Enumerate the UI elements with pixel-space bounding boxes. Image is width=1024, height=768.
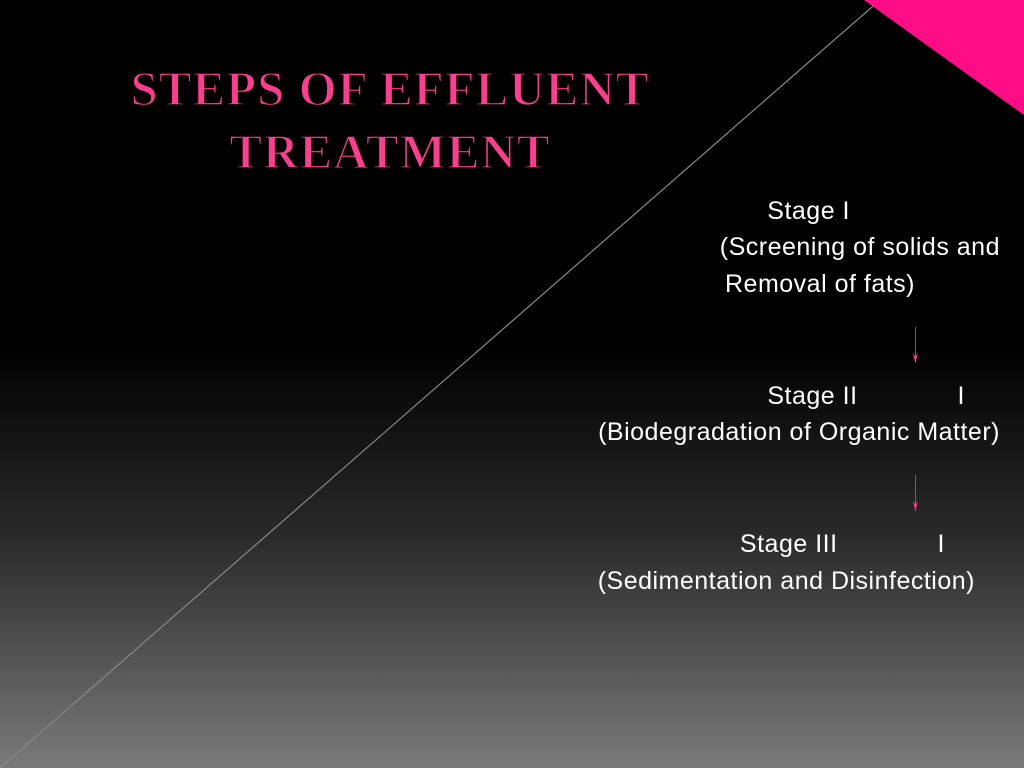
stage-2-marker: I <box>958 378 1000 414</box>
title-line-1: STEPS OF EFFLUENT <box>80 58 700 121</box>
stage-1: Stage I (Screening of solids and Removal… <box>530 193 1000 302</box>
slide-title: STEPS OF EFFLUENT TREATMENT <box>80 58 700 183</box>
down-arrow-icon: ↓ <box>812 311 1000 373</box>
stage-1-label: Stage I <box>530 193 1000 229</box>
stages-flow: Stage I (Screening of solids and Removal… <box>530 193 1000 605</box>
stage-1-desc-line2: Removal of fats) <box>530 266 1000 302</box>
stage-3-marker: I <box>938 526 1000 562</box>
stage-3: Stage III I (Sedimentation and Disinfect… <box>530 526 1000 599</box>
stage-3-desc: (Sedimentation and Disinfection) <box>530 563 1000 599</box>
stage-2: Stage II I (Biodegradation of Organic Ma… <box>530 378 1000 451</box>
corner-triangle-accent <box>864 0 1024 115</box>
stage-1-desc-line1: (Screening of solids and <box>530 229 1000 265</box>
stage-2-desc: (Biodegradation of Organic Matter) <box>530 414 1000 450</box>
title-line-2: TREATMENT <box>80 121 700 184</box>
stage-3-label: Stage III <box>740 526 838 562</box>
stage-2-label: Stage II <box>767 378 857 414</box>
down-arrow-icon: ↓ <box>812 459 1000 521</box>
